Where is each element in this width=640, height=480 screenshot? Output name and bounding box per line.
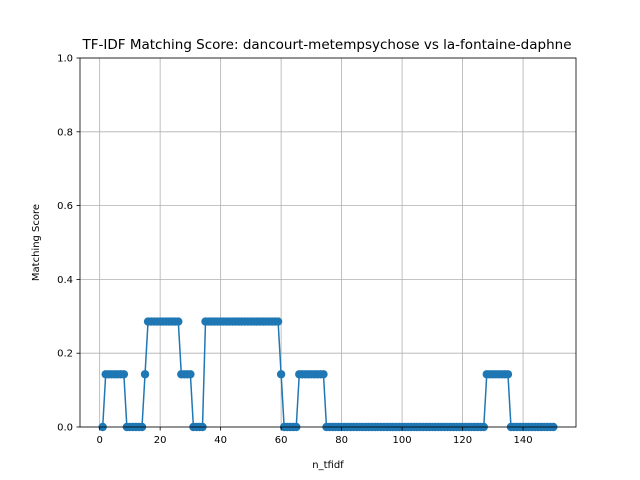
y-tick-label: 1.0 [57,54,73,65]
data-point [186,370,195,379]
y-tick-label: 0.0 [57,423,73,434]
chart-title: TF-IDF Matching Score: dancourt-metempsy… [82,37,572,53]
data-point [174,317,183,326]
x-tick-label: 40 [214,435,227,446]
y-tick-label: 0.8 [57,127,73,138]
y-axis-label: Matching Score [31,204,42,281]
y-tick-label: 0.2 [57,349,73,360]
plot-frame [79,57,577,428]
plot-area [80,58,576,427]
y-axis-ticks: 0.0 0.2 0.4 0.6 0.8 1.0 [57,54,80,434]
x-tick-label: 140 [514,435,533,446]
x-axis-label: n_tfidf [312,460,344,471]
x-tick-label: 0 [96,435,102,446]
x-tick-label: 60 [275,435,288,446]
x-tick-label: 100 [393,435,412,446]
data-point [119,370,129,379]
y-tick-label: 0.6 [57,201,73,212]
x-axis-ticks: 0 20 40 60 80 100 120 140 [96,427,533,446]
data-point [503,370,513,379]
data-point [319,370,328,379]
y-tick-label: 0.4 [57,275,73,286]
data-point [276,370,286,379]
x-tick-label: 120 [453,435,472,446]
x-tick-label: 20 [154,435,167,446]
grid-lines [80,57,576,428]
data-point [273,317,283,326]
data-point [140,370,150,379]
x-tick-label: 80 [335,435,348,446]
